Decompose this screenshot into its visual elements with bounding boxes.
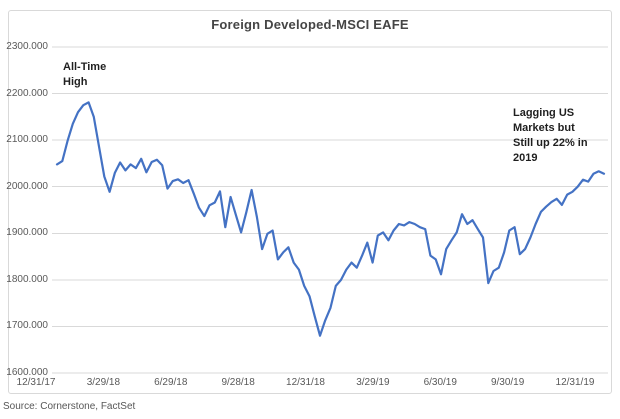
x-tick-label: 12/31/17 — [16, 377, 56, 388]
y-tick-label: 1600.000 — [6, 367, 48, 378]
annotation-text-line: Still up 22% in — [513, 137, 588, 149]
annotation-text-line: High — [63, 76, 88, 88]
x-tick-label: 3/29/19 — [356, 377, 390, 388]
x-tick-label: 12/31/19 — [555, 377, 595, 388]
y-tick-label: 1700.000 — [6, 320, 48, 332]
eafe-index-line — [55, 101, 606, 337]
x-tick-label: 6/29/18 — [154, 377, 188, 388]
x-tick-label: 12/31/18 — [286, 377, 325, 388]
x-tick-label: 9/30/19 — [490, 377, 525, 388]
x-tick-label: 3/29/18 — [86, 377, 121, 388]
annotation-text-line: 2019 — [513, 152, 538, 164]
y-tick-label: 1900.000 — [6, 227, 48, 239]
chart-title: Foreign Developed-MSCI EAFE — [211, 17, 409, 32]
y-tick-label: 2100.000 — [6, 134, 48, 146]
annotation-text-line: Markets but — [513, 122, 575, 134]
y-tick-label: 2200.000 — [6, 87, 48, 99]
source-caption: Source: Cornerstone, FactSet — [3, 401, 136, 412]
annotation-text-line: Lagging US — [513, 107, 575, 119]
x-tick-label: 6/30/19 — [423, 377, 457, 388]
y-tick-label: 1800.000 — [6, 273, 48, 285]
annotation-text-line: All-Time — [63, 61, 107, 73]
x-tick-label: 9/28/18 — [221, 377, 255, 388]
annotation-all-time-high: All-Time High — [63, 60, 106, 90]
y-tick-label: 2300.000 — [6, 41, 48, 52]
chart-frame — [8, 10, 612, 394]
annotation-lagging-us-markets: Lagging US Markets but Still up 22% in 2… — [513, 106, 588, 166]
y-tick-label: 2000.000 — [6, 180, 48, 192]
